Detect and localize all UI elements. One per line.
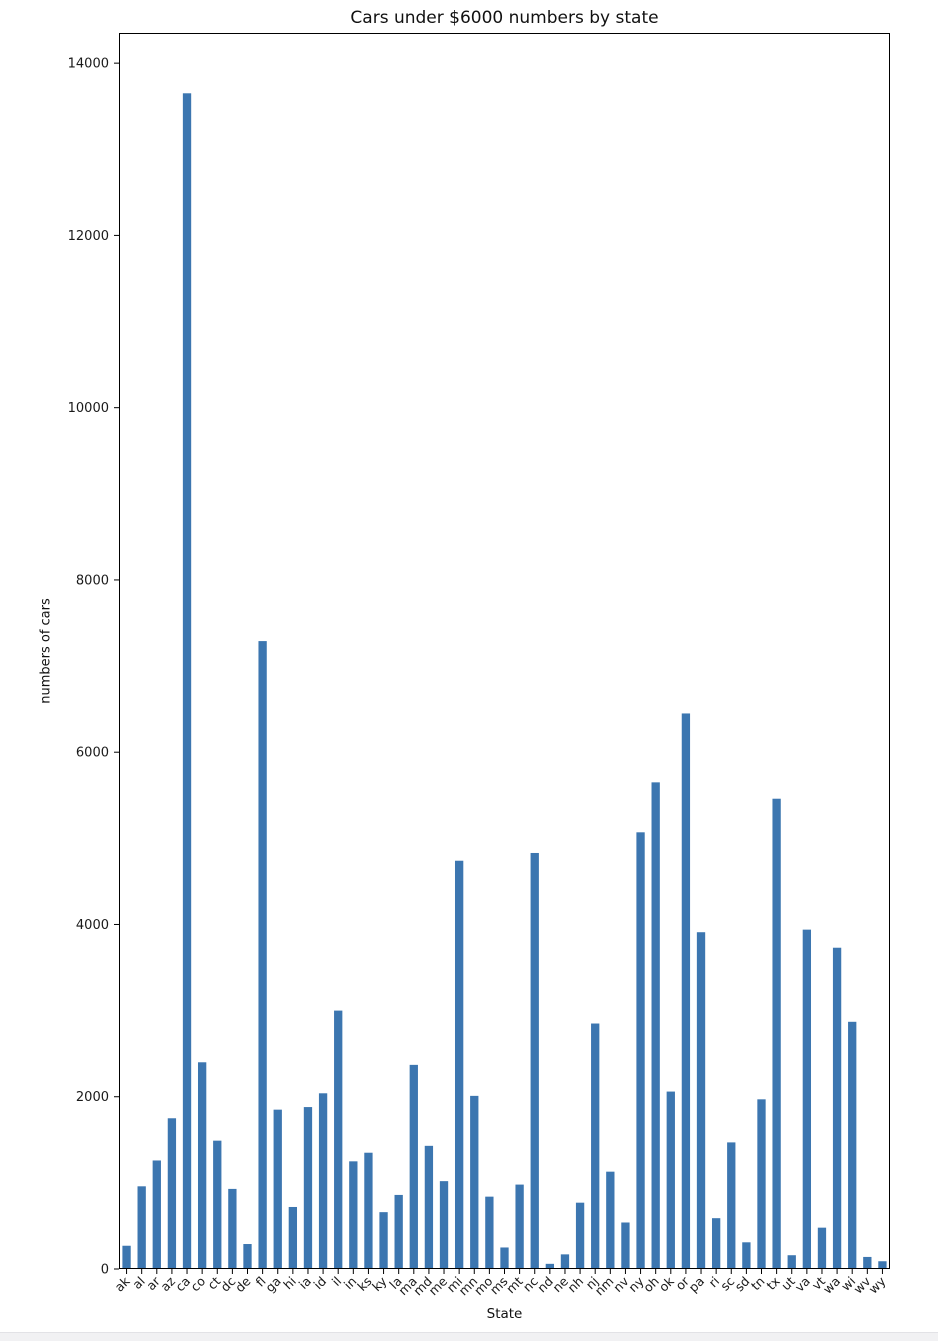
bar-pa <box>696 932 706 1269</box>
bar-va <box>802 929 812 1269</box>
bar-il <box>334 1010 343 1269</box>
bar-ok <box>666 1091 675 1269</box>
bar-vt <box>817 1227 827 1269</box>
bar-nd <box>545 1263 555 1269</box>
chart-title: Cars under $6000 numbers by state <box>350 8 659 28</box>
window-bottom-edge <box>0 1332 938 1341</box>
bar-md <box>424 1145 434 1269</box>
bar-ne <box>560 1254 570 1269</box>
bar-mn <box>470 1095 479 1269</box>
bar-ia <box>303 1107 313 1269</box>
x-tick-label-pa: pa <box>686 1274 708 1296</box>
bar-wi <box>848 1021 857 1269</box>
bar-ak <box>122 1245 131 1269</box>
bar-ma <box>409 1064 418 1269</box>
x-tick-label-id: id <box>311 1274 330 1293</box>
bar-hi <box>288 1206 298 1269</box>
bar-ms <box>500 1247 509 1269</box>
x-tick-label-de: de <box>232 1273 254 1295</box>
bar-co <box>197 1062 207 1269</box>
bar-me <box>439 1181 449 1269</box>
x-axis-label: State <box>486 1306 523 1322</box>
bar-dc <box>228 1188 237 1269</box>
bar-mi <box>454 860 464 1269</box>
bar-fl <box>258 641 267 1269</box>
bar-ri <box>711 1218 721 1269</box>
x-tick-label-ga: ga <box>262 1274 284 1296</box>
bar-mt <box>515 1184 524 1269</box>
y-tick-label: 8000 <box>76 573 109 588</box>
y-tick-label: 10000 <box>68 401 109 416</box>
y-tick-label: 2000 <box>76 1090 109 1105</box>
bar-oh <box>651 782 660 1269</box>
bar-ky <box>379 1212 388 1269</box>
bar-ct <box>213 1140 222 1269</box>
bar-in <box>349 1161 358 1269</box>
bar-wa <box>832 947 842 1269</box>
y-tick-label: 6000 <box>76 746 109 761</box>
bar-ks <box>364 1152 373 1269</box>
x-tick-label-ak: ak <box>112 1273 134 1295</box>
plot-border <box>119 33 890 1269</box>
bar-de <box>243 1244 252 1269</box>
bar-tn <box>757 1099 766 1269</box>
y-tick-label: 14000 <box>68 57 109 72</box>
bar-al <box>137 1186 146 1269</box>
bar-az <box>167 1118 177 1269</box>
bar-nh <box>575 1202 585 1269</box>
bar-ny <box>636 832 645 1269</box>
bar-sc <box>727 1142 736 1269</box>
bar-ga <box>273 1109 282 1269</box>
bar-nj <box>591 1023 600 1269</box>
bar-mo <box>485 1196 494 1269</box>
bar-ut <box>787 1255 796 1269</box>
bar-nm <box>606 1171 615 1269</box>
bar-id <box>318 1093 328 1269</box>
bar-sd <box>742 1242 751 1269</box>
bar-nc <box>530 852 539 1269</box>
y-tick-label: 12000 <box>68 229 109 244</box>
y-tick-label: 0 <box>101 1263 109 1278</box>
bar-or <box>681 713 691 1269</box>
y-tick-label: 4000 <box>76 918 109 933</box>
bar-tx <box>772 798 781 1269</box>
bar-wv <box>863 1256 872 1269</box>
bar-la <box>394 1194 403 1269</box>
x-tick-label-ky: ky <box>369 1273 390 1294</box>
x-tick-label-nh: nh <box>564 1274 586 1296</box>
bar-ar <box>152 1160 161 1269</box>
bar-nv <box>621 1222 630 1269</box>
x-tick-label-wy: wy <box>865 1273 888 1296</box>
x-tick-label-co: co <box>187 1274 208 1295</box>
bar-ca <box>182 93 192 1269</box>
y-axis-label: numbers of cars <box>38 598 54 704</box>
bar-wy <box>878 1261 887 1269</box>
